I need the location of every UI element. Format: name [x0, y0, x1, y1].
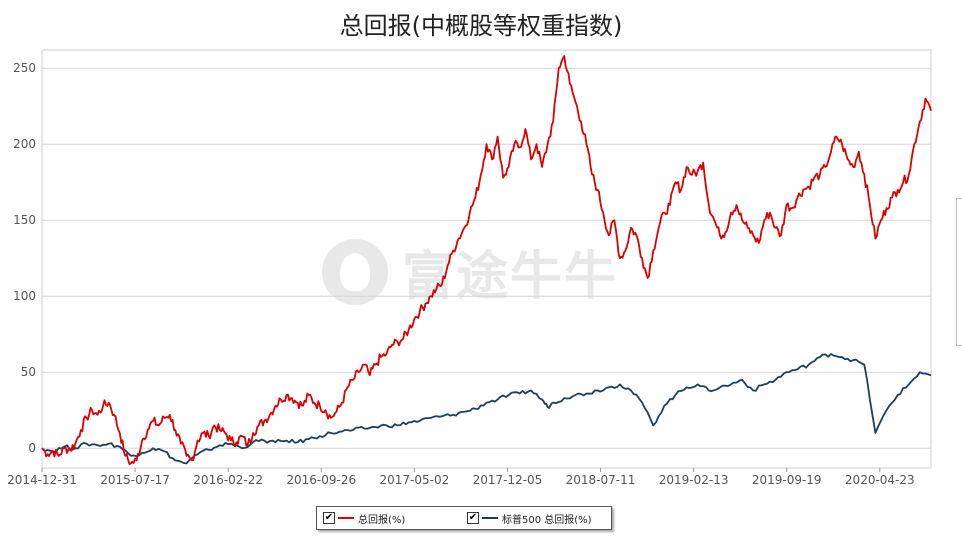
- legend-item-total-return[interactable]: ✔ 总回报(%): [323, 511, 406, 526]
- y-tick-label: 50: [21, 365, 36, 379]
- x-tick-label: 2014-12-31: [7, 473, 77, 487]
- legend: ✔ 总回报(%) ✔ 标普500 总回报(%): [316, 506, 612, 530]
- legend-label: 标普500 总回报(%): [502, 514, 592, 526]
- x-tick-label: 2019-09-19: [752, 473, 822, 487]
- x-tick-label: 2017-12-05: [473, 473, 543, 487]
- x-tick-label: 2016-09-26: [286, 473, 356, 487]
- checkbox-icon[interactable]: ✔: [467, 512, 479, 524]
- legend-item-sp500[interactable]: ✔ 标普500 总回报(%): [467, 511, 592, 526]
- legend-swatch-navy: [482, 517, 498, 519]
- x-tick-label: 2019-02-13: [659, 473, 729, 487]
- watermark-text: 富途牛牛: [402, 247, 619, 307]
- side-panel-edge: [956, 198, 962, 346]
- x-tick-label: 2018-07-11: [566, 473, 636, 487]
- watermark-logo-icon: [322, 238, 388, 305]
- plot-frame: [41, 49, 932, 469]
- y-tick-label: 150: [13, 213, 36, 227]
- legend-swatch-red: [338, 517, 354, 519]
- y-tick-label: 0: [28, 441, 36, 455]
- legend-label: 总回报(%): [358, 514, 406, 526]
- y-tick-label: 250: [13, 61, 36, 75]
- x-tick-label: 2016-02-22: [193, 473, 263, 487]
- series-line-sp500: [41, 353, 932, 465]
- x-tick-label: 2017-05-02: [379, 473, 449, 487]
- series-line-total-return: [41, 55, 932, 465]
- y-tick-label: 100: [13, 289, 36, 303]
- x-tick-label: 2015-07-17: [100, 473, 170, 487]
- x-tick-label: 2020-04-23: [845, 473, 915, 487]
- y-tick-label: 200: [13, 137, 36, 151]
- chart-title: 总回报(中概股等权重指数): [339, 12, 623, 40]
- checkbox-icon[interactable]: ✔: [323, 512, 335, 524]
- watermark: 富途牛牛: [322, 234, 618, 309]
